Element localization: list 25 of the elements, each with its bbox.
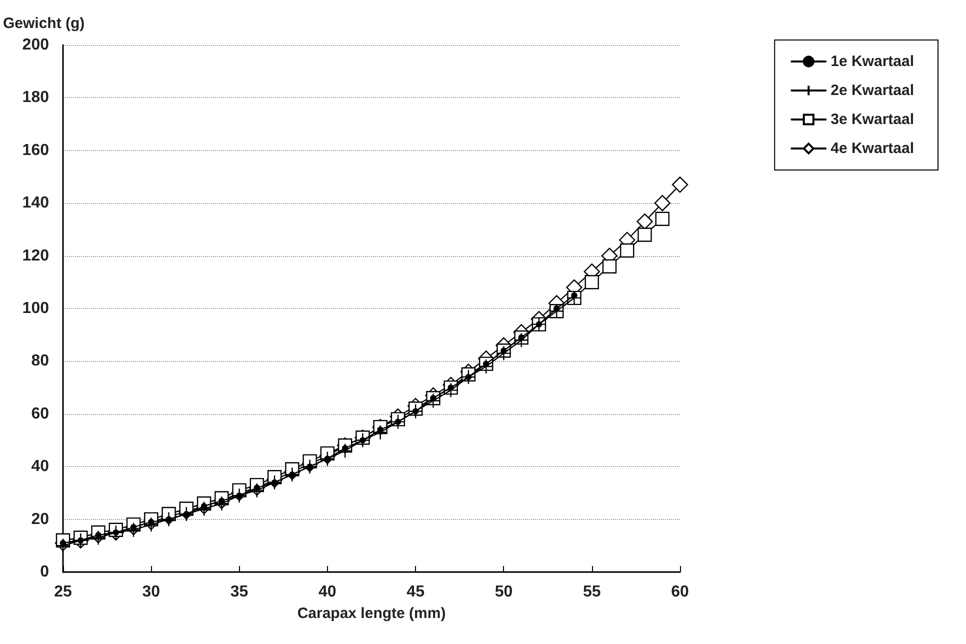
x-tick-label: 50 — [494, 584, 513, 600]
y-tick-label: 20 — [31, 510, 50, 528]
y-axis-title: Gewicht (g) — [3, 15, 85, 32]
legend-label: 2e Kwartaal — [830, 82, 914, 99]
x-tick-label: 45 — [406, 584, 425, 600]
y-tick-label: 160 — [22, 142, 50, 159]
y-tick-label: 40 — [31, 458, 50, 476]
y-tick-label: 180 — [22, 89, 50, 106]
legend-label: 3e Kwartaal — [830, 111, 914, 128]
y-tick-label: 60 — [31, 405, 50, 422]
y-tick-label: 120 — [22, 247, 50, 264]
x-tick-label: 40 — [318, 584, 336, 600]
y-tick-label: 140 — [22, 194, 50, 212]
x-tick-label: 30 — [142, 584, 160, 600]
x-tick-label: 35 — [230, 584, 248, 600]
y-tick-label: 100 — [22, 300, 50, 317]
x-tick-label: 60 — [671, 584, 689, 600]
legend-label: 4e Kwartaal — [830, 140, 914, 157]
x-tick-label: 55 — [582, 584, 601, 600]
y-tick-label: 200 — [22, 36, 50, 54]
x-axis-title: Carapax lengte (mm) — [297, 605, 446, 622]
y-tick-label: 0 — [40, 564, 50, 580]
x-tick-label: 25 — [54, 584, 72, 600]
y-tick-label: 80 — [31, 352, 50, 370]
legend-label: 1e Kwartaal — [830, 53, 914, 70]
